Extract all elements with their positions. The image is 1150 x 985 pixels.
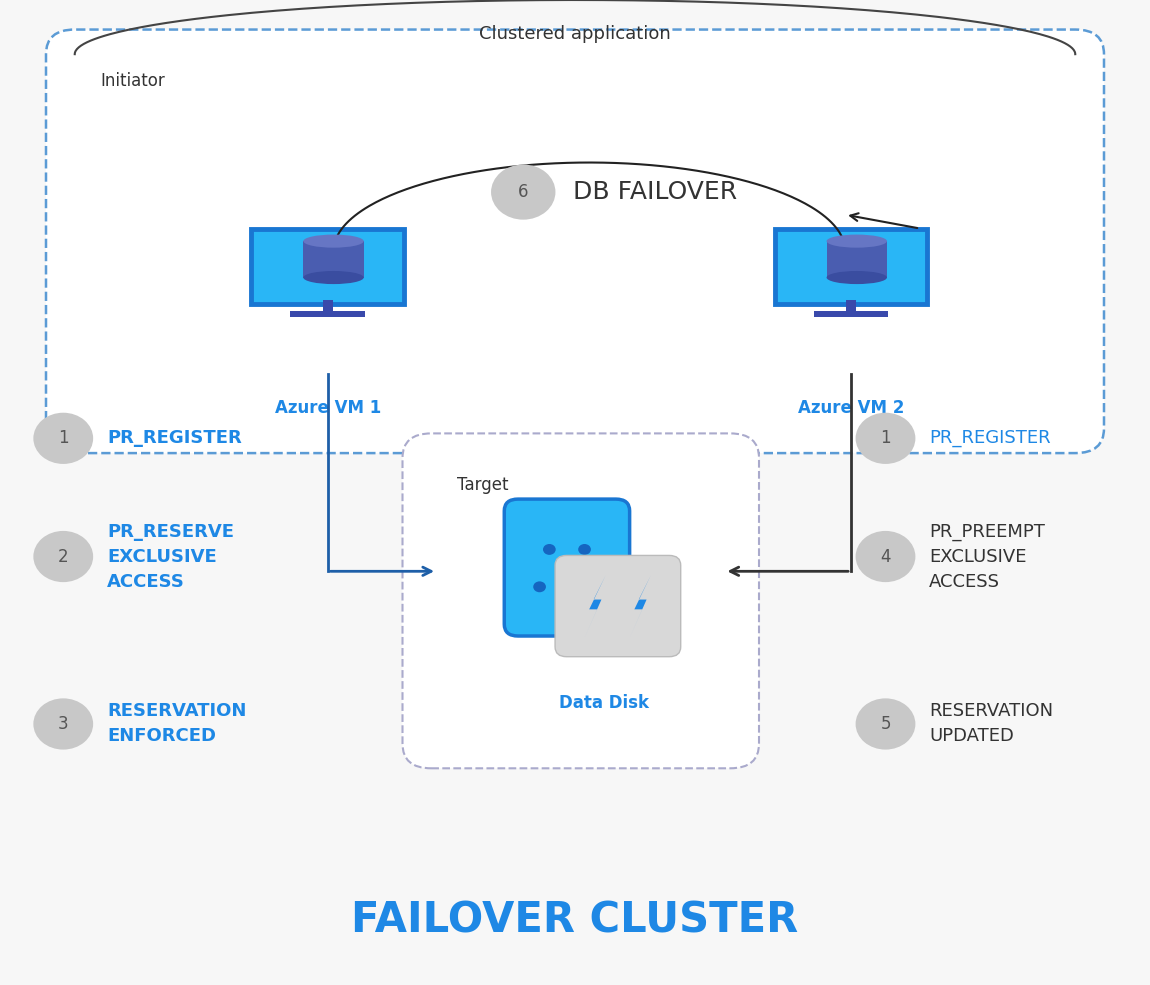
FancyBboxPatch shape [775, 229, 927, 304]
Text: 5: 5 [880, 715, 891, 733]
Circle shape [534, 581, 546, 592]
Text: 6: 6 [518, 183, 529, 201]
Polygon shape [827, 241, 887, 278]
Circle shape [856, 531, 915, 582]
Text: RESERVATION
UPDATED: RESERVATION UPDATED [929, 702, 1053, 746]
Text: Initiator: Initiator [100, 72, 164, 90]
Circle shape [543, 544, 555, 555]
FancyBboxPatch shape [555, 556, 681, 657]
Text: Azure VM 1: Azure VM 1 [275, 399, 381, 417]
Circle shape [33, 413, 93, 464]
Text: Azure VM 2: Azure VM 2 [798, 399, 904, 417]
Circle shape [856, 413, 915, 464]
Text: DB FAILOVER: DB FAILOVER [573, 180, 737, 204]
FancyBboxPatch shape [504, 499, 630, 636]
Text: 2: 2 [58, 548, 69, 565]
Polygon shape [630, 575, 651, 637]
Ellipse shape [827, 271, 887, 284]
Text: PR_REGISTER: PR_REGISTER [929, 429, 1051, 447]
Polygon shape [290, 311, 366, 317]
Text: PR_PREEMPT
EXCLUSIVE
ACCESS: PR_PREEMPT EXCLUSIVE ACCESS [929, 522, 1045, 591]
Text: PR_RESERVE
EXCLUSIVE
ACCESS: PR_RESERVE EXCLUSIVE ACCESS [107, 522, 233, 591]
Circle shape [491, 164, 555, 220]
Text: 1: 1 [880, 429, 891, 447]
Polygon shape [846, 300, 856, 311]
FancyBboxPatch shape [46, 30, 1104, 453]
Text: FAILOVER CLUSTER: FAILOVER CLUSTER [352, 900, 798, 942]
Text: Data Disk: Data Disk [559, 694, 649, 712]
Circle shape [856, 698, 915, 750]
Polygon shape [814, 311, 889, 317]
Polygon shape [304, 241, 363, 278]
Text: 4: 4 [880, 548, 891, 565]
Circle shape [578, 544, 591, 555]
Text: RESERVATION
ENFORCED: RESERVATION ENFORCED [107, 702, 246, 746]
Text: 1: 1 [58, 429, 69, 447]
FancyBboxPatch shape [251, 229, 405, 304]
Text: Target: Target [457, 476, 508, 493]
Ellipse shape [827, 234, 887, 247]
Polygon shape [323, 300, 332, 311]
Circle shape [33, 531, 93, 582]
Polygon shape [585, 575, 606, 637]
Ellipse shape [304, 271, 363, 284]
Text: Clustered application: Clustered application [480, 25, 670, 42]
Text: 3: 3 [58, 715, 69, 733]
FancyBboxPatch shape [402, 433, 759, 768]
Text: PR_REGISTER: PR_REGISTER [107, 429, 242, 447]
Circle shape [33, 698, 93, 750]
Ellipse shape [304, 234, 363, 247]
